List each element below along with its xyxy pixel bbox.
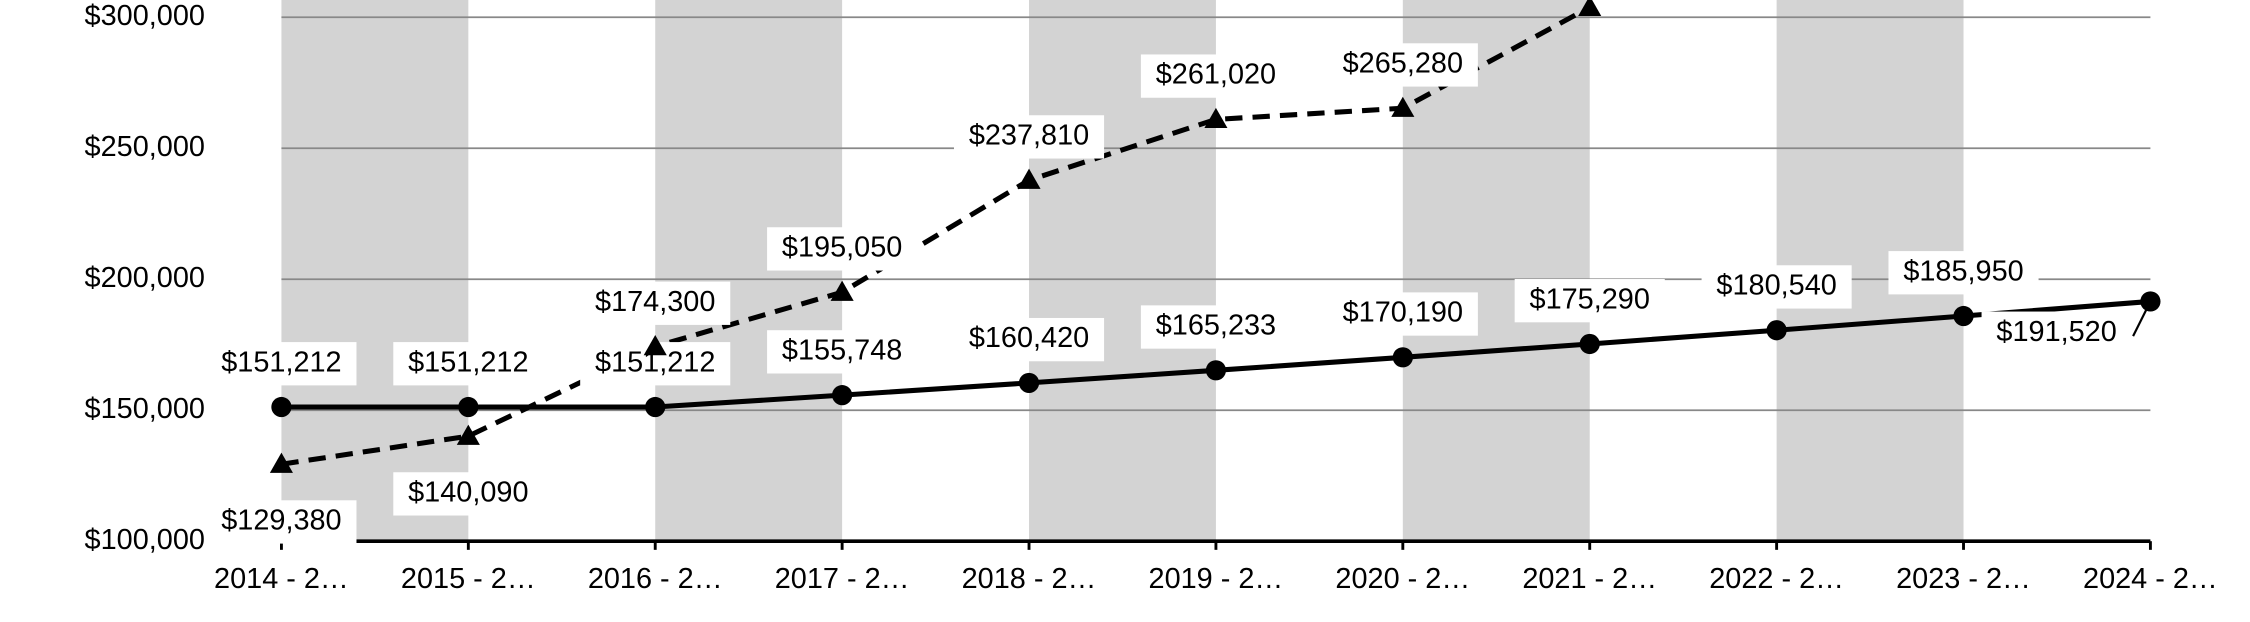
point xyxy=(1392,347,1413,368)
series-line xyxy=(281,5,1591,467)
label-box xyxy=(1140,305,1291,349)
data-label: $185,950 xyxy=(1903,255,2023,287)
label-box xyxy=(1701,265,1852,309)
label-box xyxy=(1981,311,2132,355)
label-box xyxy=(953,115,1105,159)
point xyxy=(1953,305,1974,327)
label-box xyxy=(393,342,544,386)
x-tick-label: 2024 - 2… xyxy=(2083,563,2218,595)
x-tick-label: 2019 - 2… xyxy=(1149,563,1284,595)
point xyxy=(830,280,854,301)
data-label: $151,212 xyxy=(221,346,341,378)
label-box xyxy=(1327,292,1478,336)
point xyxy=(832,385,853,406)
band xyxy=(655,0,843,542)
point xyxy=(1579,333,1600,355)
point xyxy=(1017,168,1041,189)
x-tick-label: 2015 - 2… xyxy=(401,563,536,595)
data-label: $160,420 xyxy=(969,322,1089,354)
point xyxy=(271,396,292,418)
label-box xyxy=(1140,54,1291,98)
y-tick-label: $150,000 xyxy=(85,393,205,425)
x-tick-label: 2023 - 2… xyxy=(1896,563,2031,595)
point xyxy=(1205,360,1227,381)
label-box xyxy=(1888,251,2039,295)
x-tick-label: 2020 - 2… xyxy=(1335,563,1470,595)
leader xyxy=(2132,306,2149,337)
data-label: $129,380 xyxy=(221,505,341,537)
x-tick-label: 2021 - 2… xyxy=(1522,563,1657,595)
x-tick-label: 2014 - 2… xyxy=(214,563,349,595)
point xyxy=(456,424,480,445)
point xyxy=(1766,320,1787,341)
label-box xyxy=(767,330,918,374)
data-label: $174,300 xyxy=(595,286,715,318)
y-tick-label: $200,000 xyxy=(85,262,205,294)
point xyxy=(1578,0,1602,16)
data-label: $237,810 xyxy=(969,120,1089,152)
band xyxy=(1402,0,1590,542)
data-label: $175,290 xyxy=(1530,283,1650,315)
y-tick-label: $300,000 xyxy=(85,0,205,32)
data-label: $265,280 xyxy=(1343,48,1463,80)
point xyxy=(1018,372,1040,394)
point xyxy=(269,452,293,473)
point xyxy=(1204,107,1228,129)
point xyxy=(2140,291,2161,312)
label-box xyxy=(580,281,731,325)
x-tick-label: 2016 - 2… xyxy=(588,563,723,595)
data-label: $191,520 xyxy=(1996,316,2116,348)
x-tick-label: 2022 - 2… xyxy=(1709,563,1844,595)
point xyxy=(1391,96,1415,117)
data-label: $155,748 xyxy=(782,334,902,366)
data-label: $151,212 xyxy=(408,346,528,378)
y-tick-label: $250,000 xyxy=(85,131,205,163)
label-box xyxy=(393,472,544,516)
x-tick-label: 2017 - 2… xyxy=(775,563,910,595)
point xyxy=(645,396,666,418)
label-box xyxy=(953,317,1105,362)
point xyxy=(458,396,479,418)
y-tick-label: $100,000 xyxy=(85,524,205,556)
label-box xyxy=(1514,279,1665,323)
label-box xyxy=(1327,43,1478,87)
data-label: $165,233 xyxy=(1156,310,1276,342)
x-tick-label: 2018 - 2… xyxy=(962,563,1097,595)
data-label: $180,540 xyxy=(1716,270,1836,302)
point xyxy=(643,335,667,356)
label-box xyxy=(767,227,918,271)
data-label: $140,090 xyxy=(408,477,528,509)
data-label: $170,190 xyxy=(1343,297,1463,329)
label-box xyxy=(206,342,357,386)
label-box xyxy=(206,500,357,544)
data-label: $261,020 xyxy=(1156,59,1276,91)
data-label: $195,050 xyxy=(782,232,902,264)
